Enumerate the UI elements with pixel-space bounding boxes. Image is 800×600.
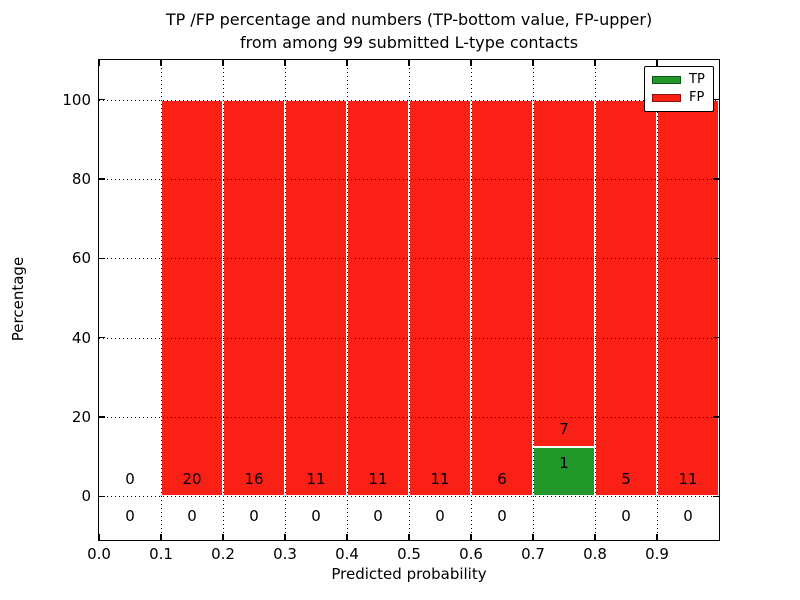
tp-count-label: 0: [187, 507, 197, 526]
x-tick-mark-top: [284, 60, 286, 66]
x-tick-mark-top: [532, 60, 534, 66]
fp-count-label: 5: [621, 469, 631, 488]
x-tick-mark-top: [98, 60, 100, 66]
y-tick-label: 60: [71, 249, 91, 268]
x-tick-label: 0.2: [211, 545, 235, 563]
y-tick-mark-right: [713, 495, 719, 498]
fp-count-label: 6: [497, 469, 507, 488]
fp-count-label: 16: [244, 469, 264, 488]
tp-count-label: 0: [373, 507, 383, 526]
x-tick-label: 0.7: [521, 545, 545, 563]
x-tick-mark-top: [346, 60, 348, 66]
fp-count-label: 11: [368, 469, 388, 488]
x-tick-mark-top: [222, 60, 224, 66]
y-tick-mark: [99, 98, 105, 101]
x-tick-label: 0.8: [583, 545, 607, 563]
fp-count-label: 11: [678, 469, 698, 488]
tp-count-label: 1: [559, 453, 569, 472]
y-tick-label: 80: [71, 170, 91, 188]
y-tick-mark: [99, 495, 105, 498]
gridline-vertical: [595, 60, 596, 540]
y-tick-mark: [99, 178, 105, 180]
y-tick-label: 100: [62, 90, 91, 109]
x-tick-label: 0.0: [87, 545, 111, 563]
chart-title: TP /FP percentage and numbers (TP-bottom…: [99, 8, 719, 54]
x-tick-mark-top: [656, 60, 658, 66]
tp-count-label: 0: [249, 507, 259, 526]
fp-bar-segment: [533, 99, 595, 447]
fp-bar-segment: [657, 99, 719, 497]
x-tick-label: 0.6: [459, 545, 483, 563]
x-tick-mark: [222, 534, 224, 540]
x-tick-label: 0.1: [149, 545, 173, 563]
x-tick-mark: [594, 534, 596, 540]
fp-bar-segment: [595, 99, 657, 497]
y-tick-mark: [99, 416, 105, 418]
x-tick-mark: [408, 534, 410, 540]
fp-bar-segment: [285, 99, 347, 497]
x-tick-mark: [160, 534, 162, 540]
fp-count-label: 11: [306, 469, 326, 488]
y-tick-mark-right: [713, 336, 719, 339]
gridline-vertical: [223, 60, 224, 540]
fp-count-label: 11: [430, 469, 450, 488]
tp-legend-label: TP: [689, 72, 705, 87]
x-tick-label: 0.5: [397, 545, 421, 563]
x-tick-mark: [656, 534, 658, 540]
tp-count-label: 0: [435, 507, 445, 526]
y-tick-label: 20: [71, 408, 91, 427]
x-axis-label: Predicted probability: [331, 565, 487, 583]
y-tick-mark-right: [713, 178, 719, 180]
x-tick-label: 0.9: [645, 545, 669, 563]
y-tick-label: 0: [81, 487, 91, 506]
gridline-vertical: [161, 60, 162, 540]
gridline-vertical: [347, 60, 348, 540]
legend-item-fp: FP: [652, 91, 706, 105]
chart-title-line1: TP /FP percentage and numbers (TP-bottom…: [165, 10, 653, 29]
tp-count-label: 0: [311, 507, 321, 526]
tp-count-label: 0: [125, 507, 135, 526]
x-tick-mark-top: [160, 60, 162, 66]
tp-legend-swatch: [652, 76, 681, 84]
tp-count-label: 0: [683, 507, 693, 526]
fp-legend-swatch: [652, 94, 681, 102]
fp-bar-segment: [409, 99, 471, 497]
x-tick-mark-top: [408, 60, 410, 66]
tp-count-label: 0: [497, 507, 507, 526]
x-tick-mark-top: [594, 60, 596, 66]
fp-count-label: 7: [559, 419, 569, 438]
x-tick-mark: [470, 534, 472, 540]
legend-item-tp: TP: [652, 73, 706, 87]
fp-bar-segment: [471, 99, 533, 497]
fp-count-label: 0: [125, 469, 135, 488]
chart-title-line2: from among 99 submitted L-type contacts: [239, 33, 579, 52]
tp-count-label: 0: [621, 507, 631, 526]
y-axis-label: Percentage: [9, 256, 27, 342]
x-tick-label: 0.4: [335, 545, 359, 563]
y-tick-mark-right: [713, 416, 719, 418]
x-tick-label: 0.3: [273, 545, 297, 563]
y-tick-mark: [99, 257, 105, 260]
gridline-vertical: [533, 60, 534, 540]
y-tick-label: 40: [71, 328, 91, 347]
y-tick-mark-right: [713, 257, 719, 260]
gridline-vertical: [409, 60, 410, 540]
x-tick-mark: [532, 534, 534, 540]
fp-bar-segment: [223, 99, 285, 497]
x-tick-mark: [346, 534, 348, 540]
gridline-vertical: [471, 60, 472, 540]
y-tick-mark: [99, 336, 105, 339]
fp-bar-segment: [347, 99, 409, 497]
x-tick-mark-top: [470, 60, 472, 66]
fp-bar-segment: [161, 99, 223, 497]
y-tick-mark-right: [713, 98, 719, 101]
x-tick-mark: [98, 534, 100, 540]
fp-legend-label: FP: [689, 90, 705, 105]
x-tick-mark: [284, 534, 286, 540]
gridline-vertical: [657, 60, 658, 540]
gridline-vertical: [285, 60, 286, 540]
legend: TP FP: [644, 66, 714, 112]
fp-count-label: 20: [182, 469, 202, 488]
